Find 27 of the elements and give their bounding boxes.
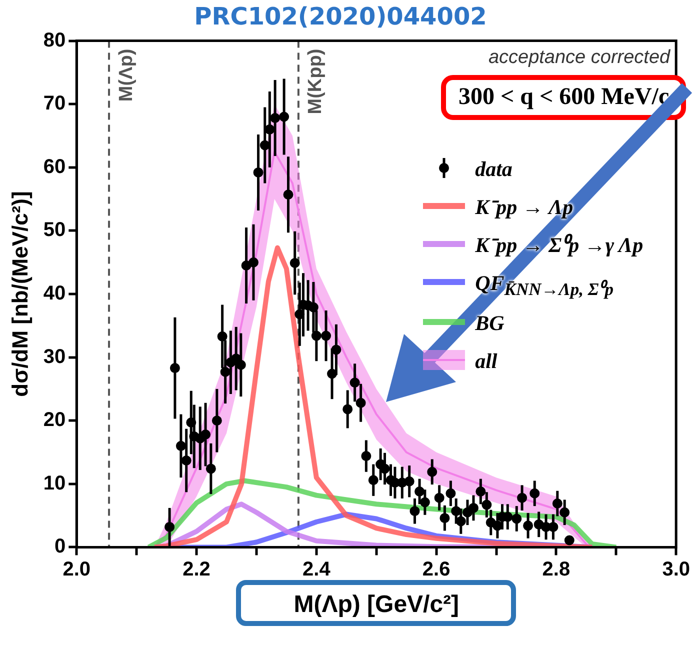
rounded-rectangle-outline: 300 < q < 600 MeV/c: [441, 74, 686, 120]
x-tick-label: 2.2: [182, 558, 210, 581]
y-tick-label: 40: [43, 282, 66, 305]
x-tick-label: 2.6: [422, 558, 450, 581]
legend-label: data: [475, 156, 514, 182]
ref-line-label: M(Kpp): [305, 48, 326, 114]
y-tick-label: 80: [43, 29, 66, 52]
y-tick-label: 70: [43, 92, 66, 115]
y-tick-label: 10: [43, 472, 66, 494]
x-axis-title: M(Λp) [GeV/c²]: [294, 591, 460, 618]
y-tick-label: 20: [43, 409, 66, 432]
annotation: 300 < q < 600 MeV/c: [458, 84, 670, 110]
x-tick-label: 3.0: [662, 558, 690, 581]
x-tick-label: 2.4: [302, 558, 332, 581]
y-tick-label: 0: [54, 536, 66, 558]
chart-title: PRC102(2020)044002: [194, 2, 487, 31]
y-axis-title: dσ/dM [nb/(MeV/c²)]: [7, 191, 32, 397]
x-tick-label: 2.8: [542, 558, 570, 581]
x-tick-label: 2.0: [62, 558, 91, 581]
y-tick-label: 50: [43, 219, 66, 242]
annotation: acceptance corrected: [488, 46, 670, 69]
ref-line-label: M(Λp): [116, 48, 137, 102]
legend-label: BG: [475, 310, 506, 336]
legend-label: K⁻pp → Σ⁰p →γ Λp: [475, 232, 644, 258]
legend-label: all: [475, 348, 498, 374]
y-tick-label: 30: [43, 346, 66, 368]
y-tick-label: 60: [43, 156, 66, 178]
